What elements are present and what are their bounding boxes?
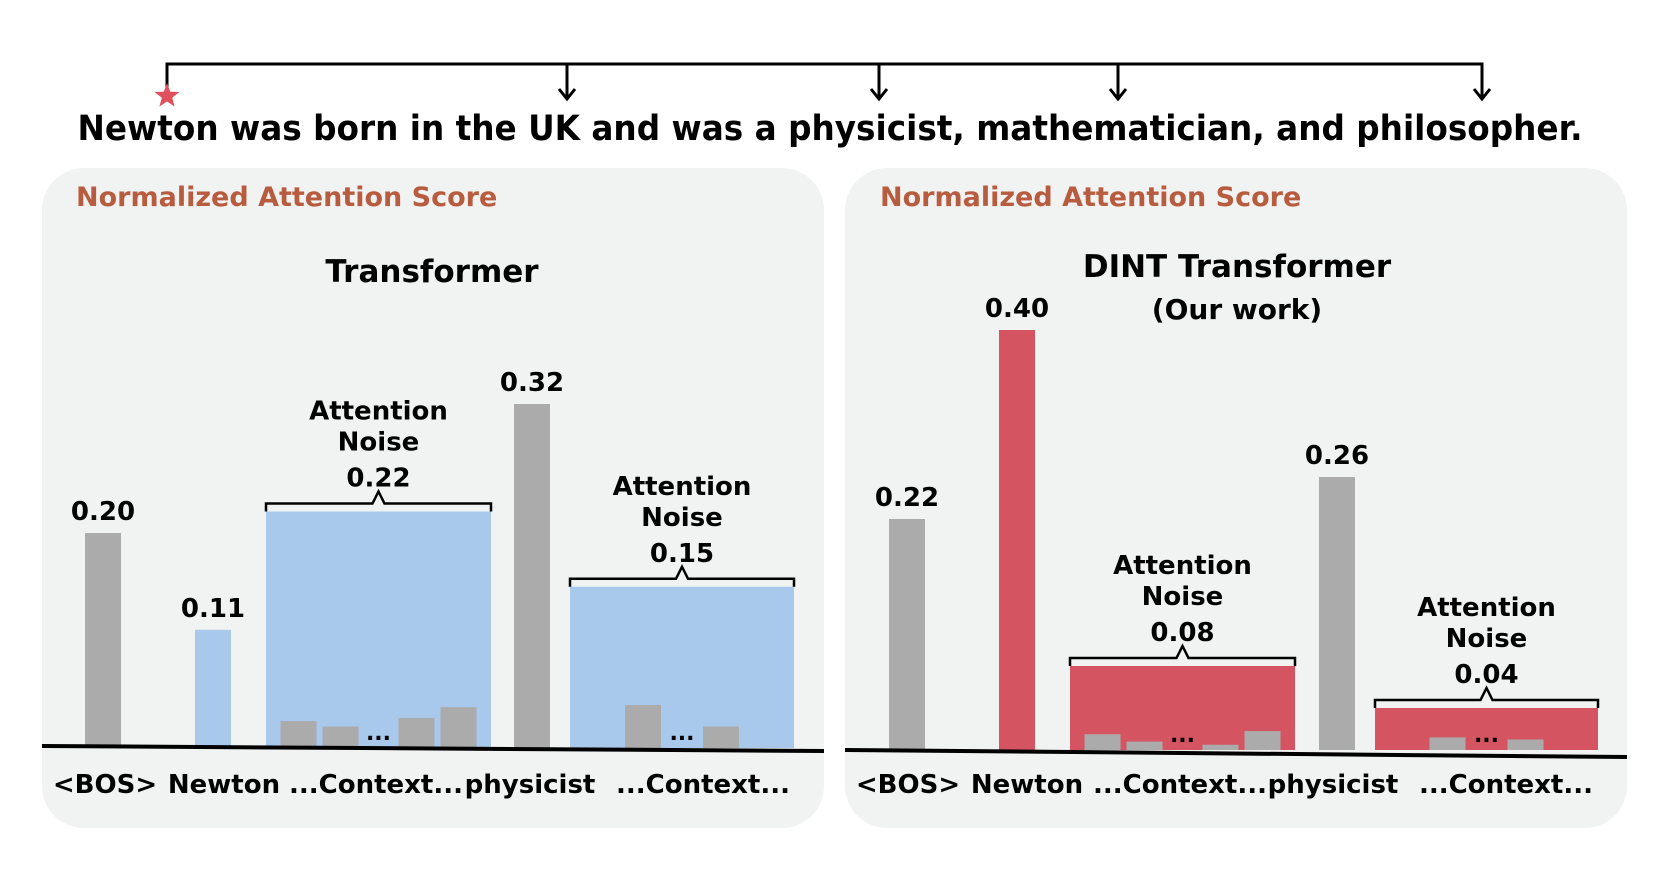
arrow-head bbox=[1472, 88, 1492, 102]
value-label: 0.08 bbox=[1150, 618, 1214, 648]
category-label: <BOS> bbox=[53, 770, 157, 800]
bar bbox=[1375, 708, 1598, 750]
value-label: 0.20 bbox=[71, 497, 135, 527]
arrow-head bbox=[557, 88, 577, 102]
value-label: 0.11 bbox=[181, 594, 245, 624]
category-label: Newton bbox=[971, 770, 1083, 800]
value-label: 0.40 bbox=[985, 294, 1049, 324]
category-label: ...Context... bbox=[616, 770, 790, 800]
category-label: physicist bbox=[465, 770, 596, 800]
ellipsis-label: ... bbox=[366, 721, 391, 746]
noise-label-line2: Noise bbox=[1446, 624, 1528, 654]
inner-bar bbox=[322, 726, 359, 748]
inner-bar bbox=[1202, 744, 1239, 750]
chart-title: Transformer bbox=[325, 254, 539, 290]
bar bbox=[999, 330, 1035, 750]
inner-bar bbox=[1429, 737, 1466, 750]
inner-bar bbox=[1507, 739, 1544, 750]
noise-label-line1: Attention bbox=[1417, 593, 1556, 623]
chart-subtitle: (Our work) bbox=[1152, 293, 1322, 326]
panel-header: Normalized Attention Score bbox=[76, 182, 497, 213]
inner-bar bbox=[625, 705, 661, 748]
arrow-head bbox=[869, 88, 889, 102]
x-axis-line bbox=[41, 744, 825, 753]
noise-label-line2: Noise bbox=[1142, 582, 1224, 612]
ellipsis-label: ... bbox=[1474, 723, 1499, 748]
attention-arrows bbox=[165, 62, 1492, 102]
inner-bar bbox=[1126, 741, 1163, 750]
value-label: 0.15 bbox=[650, 539, 714, 569]
ellipsis-label: ... bbox=[1170, 723, 1195, 748]
ellipsis-label: ... bbox=[669, 721, 694, 746]
value-label: 0.22 bbox=[875, 483, 939, 513]
noise-label-line2: Noise bbox=[338, 428, 420, 458]
value-label: 0.22 bbox=[346, 464, 410, 494]
bar bbox=[514, 404, 550, 748]
value-label: 0.04 bbox=[1454, 660, 1518, 690]
bar bbox=[195, 629, 231, 748]
arrow-head bbox=[1108, 88, 1128, 102]
inner-bar bbox=[703, 726, 739, 748]
noise-bracket bbox=[1068, 643, 1297, 666]
star-icon bbox=[154, 83, 180, 107]
noise-bracket bbox=[264, 488, 493, 512]
panel-dint-transformer bbox=[845, 168, 1627, 828]
chart-transformer: 0.200.11...AttentionNoise0.220.32...Atte… bbox=[41, 368, 825, 800]
noise-label-line1: Attention bbox=[613, 472, 752, 502]
inner-bar bbox=[398, 717, 435, 748]
bar bbox=[85, 533, 121, 748]
noise-label-line1: Attention bbox=[1113, 551, 1252, 581]
inner-bar bbox=[1084, 734, 1121, 750]
category-label: ...Context... bbox=[1093, 770, 1267, 800]
value-label: 0.32 bbox=[500, 368, 564, 398]
arrow-bracket bbox=[165, 62, 1484, 100]
bar bbox=[889, 519, 925, 750]
x-axis-line bbox=[844, 748, 1628, 759]
chart-title: DINT Transformer bbox=[1083, 249, 1392, 285]
noise-label-line1: Attention bbox=[309, 397, 448, 427]
category-label: ...Context... bbox=[1419, 770, 1593, 800]
noise-bracket bbox=[568, 563, 796, 587]
inner-bar bbox=[280, 721, 317, 748]
inner-bar bbox=[440, 707, 477, 748]
inner-bar bbox=[1244, 731, 1281, 750]
noise-label-line2: Noise bbox=[641, 503, 723, 533]
panel-header: Normalized Attention Score bbox=[880, 182, 1301, 213]
chart-dint-transformer: 0.220.40...AttentionNoise0.080.26...Atte… bbox=[844, 294, 1628, 800]
category-label: physicist bbox=[1268, 770, 1399, 800]
category-label: ...Context... bbox=[289, 770, 463, 800]
bar bbox=[1319, 477, 1355, 750]
bar bbox=[570, 586, 794, 748]
sentence-text: Newton was born in the UK and was a phys… bbox=[78, 109, 1583, 149]
noise-bracket bbox=[1373, 685, 1600, 708]
category-label: Newton bbox=[168, 770, 280, 800]
value-label: 0.26 bbox=[1305, 441, 1369, 471]
category-label: <BOS> bbox=[856, 770, 960, 800]
